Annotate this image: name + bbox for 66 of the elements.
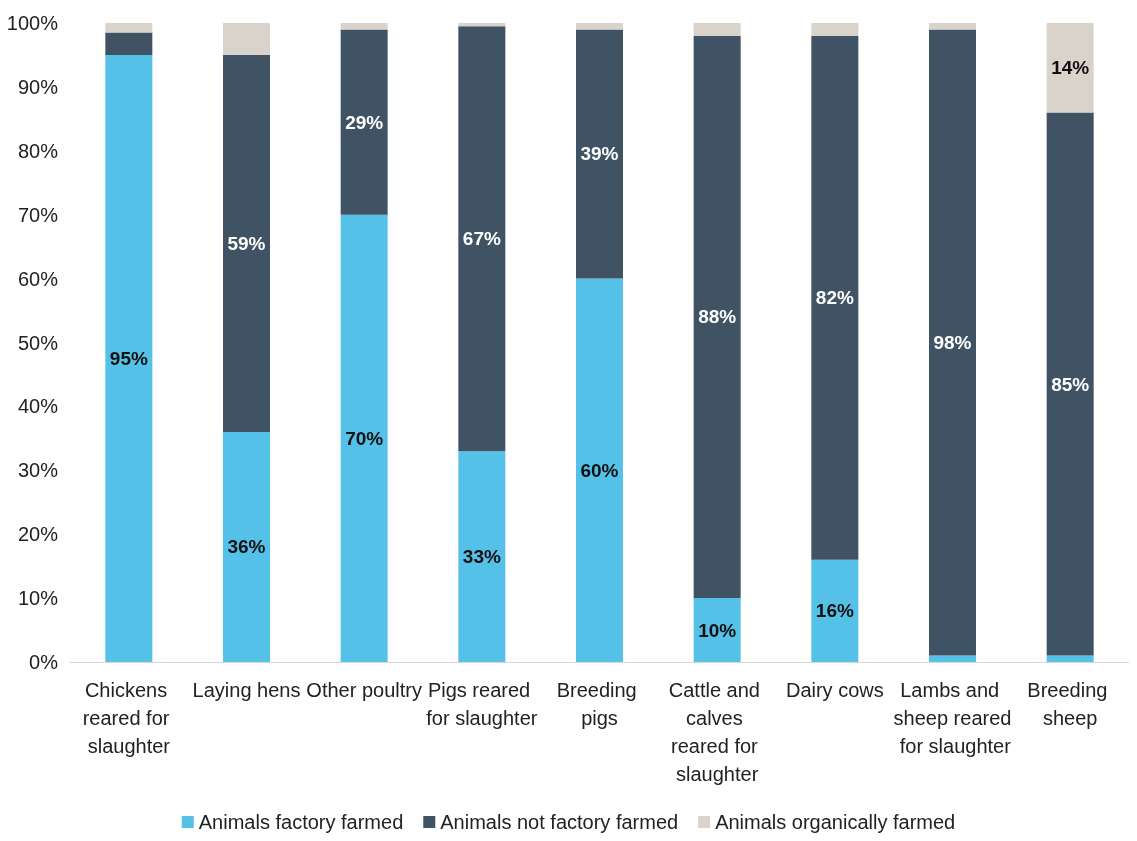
data-label: 39% xyxy=(580,143,619,165)
bar xyxy=(929,29,976,656)
data-label: 67% xyxy=(462,228,501,250)
y-tick-label: 30% xyxy=(17,459,59,482)
legend-label: Animals not factory farmed xyxy=(440,811,679,833)
bar xyxy=(223,23,270,55)
bar xyxy=(105,32,153,55)
bar xyxy=(929,23,976,30)
y-tick-label: 20% xyxy=(17,523,59,546)
bar xyxy=(340,214,388,662)
x-tick-label: Laying hens xyxy=(192,679,301,701)
bar xyxy=(929,655,976,662)
x-tick-label: Lambs and sheep reared for slaughter xyxy=(893,679,1012,757)
x-tick-label: Cattle and calves reared for slaughter xyxy=(668,679,766,785)
bar xyxy=(693,35,741,599)
legend-label: Animals organically farmed xyxy=(715,811,956,833)
y-tick-label: 0% xyxy=(29,651,59,673)
bar xyxy=(340,23,388,30)
bar xyxy=(1046,655,1094,662)
data-label: 60% xyxy=(580,459,619,481)
data-label: 10% xyxy=(698,619,737,641)
data-label: 59% xyxy=(227,232,266,254)
bar xyxy=(223,431,270,662)
y-tick-label: 40% xyxy=(17,395,59,418)
bar xyxy=(105,23,153,33)
bar xyxy=(576,29,623,279)
y-tick-label: 70% xyxy=(17,203,59,226)
bar xyxy=(458,26,506,452)
x-tick-label: Dairy cows xyxy=(785,679,884,701)
y-tick-label: 80% xyxy=(17,139,59,162)
bar xyxy=(576,278,623,662)
bar xyxy=(811,559,859,662)
x-tick-label: Pigs reared for slaughter xyxy=(426,679,538,729)
data-label: 29% xyxy=(345,111,384,133)
bar xyxy=(1046,112,1094,656)
bar xyxy=(458,23,506,27)
x-tick-label: Chickens reared for slaughter xyxy=(82,679,175,757)
data-label: 36% xyxy=(227,536,266,558)
y-tick-label: 90% xyxy=(17,75,59,98)
data-label: 33% xyxy=(462,546,501,568)
data-label: 70% xyxy=(345,427,384,449)
bar xyxy=(811,23,859,36)
y-tick-label: 50% xyxy=(17,331,59,354)
x-tick-label: Breeding sheep xyxy=(1027,679,1113,729)
x-tick-label: Breeding pigs xyxy=(556,679,643,729)
data-label: 14% xyxy=(1051,57,1090,79)
y-tick-label: 100% xyxy=(6,12,59,34)
y-tick-label: 10% xyxy=(17,587,59,610)
data-label: 98% xyxy=(933,332,972,353)
y-tick-label: 60% xyxy=(17,267,59,290)
x-tick-label: Other poultry xyxy=(306,679,422,701)
bar xyxy=(340,29,388,215)
legend-label: Animals factory farmed xyxy=(198,811,404,833)
bar xyxy=(223,54,270,432)
bar xyxy=(693,23,741,36)
bar xyxy=(811,35,859,560)
bar xyxy=(105,54,153,662)
data-label: 95% xyxy=(109,347,148,369)
bar xyxy=(1046,23,1094,113)
bar xyxy=(693,598,741,662)
data-label: 88% xyxy=(698,306,737,328)
bar xyxy=(576,23,623,30)
bar xyxy=(458,451,506,662)
data-label: 85% xyxy=(1051,373,1090,395)
data-label: 16% xyxy=(815,600,854,622)
data-label: 82% xyxy=(815,287,854,309)
